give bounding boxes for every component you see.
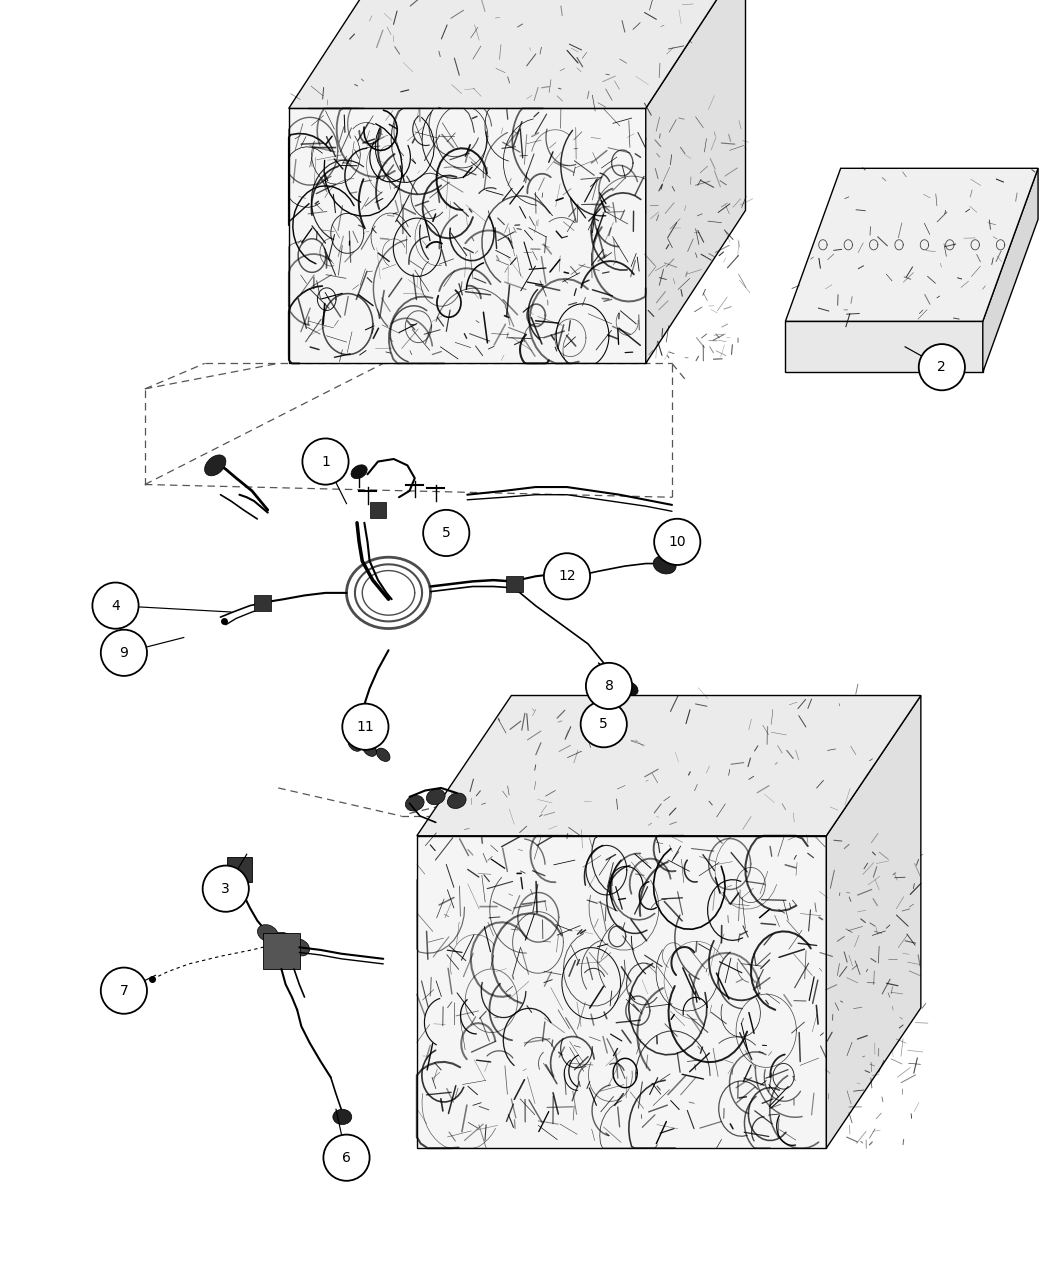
Polygon shape (417, 696, 921, 836)
Ellipse shape (101, 630, 147, 676)
Text: 11: 11 (357, 720, 374, 733)
Ellipse shape (257, 924, 278, 942)
Text: 1: 1 (321, 455, 330, 468)
Bar (227, 857, 252, 882)
Text: 5: 5 (442, 527, 450, 539)
Text: 9: 9 (120, 646, 128, 659)
Ellipse shape (423, 510, 469, 556)
Text: 4: 4 (111, 599, 120, 612)
Ellipse shape (273, 932, 294, 950)
Ellipse shape (323, 1135, 370, 1181)
Ellipse shape (351, 465, 368, 478)
Text: 6: 6 (342, 1151, 351, 1164)
Ellipse shape (426, 789, 445, 805)
Ellipse shape (289, 938, 310, 956)
Text: 8: 8 (605, 680, 613, 692)
Text: 12: 12 (559, 570, 575, 583)
Ellipse shape (333, 1109, 352, 1125)
Text: 2: 2 (938, 361, 946, 374)
Polygon shape (983, 168, 1038, 372)
Polygon shape (417, 836, 826, 1148)
Ellipse shape (447, 793, 466, 808)
Ellipse shape (919, 344, 965, 390)
Ellipse shape (622, 682, 638, 695)
Polygon shape (785, 321, 983, 372)
Ellipse shape (653, 556, 676, 574)
Ellipse shape (654, 519, 700, 565)
Bar (569, 569, 586, 584)
Text: 7: 7 (120, 984, 128, 997)
Polygon shape (289, 0, 746, 108)
Text: 3: 3 (222, 882, 230, 895)
Bar (370, 502, 386, 518)
Ellipse shape (405, 796, 424, 811)
Ellipse shape (203, 866, 249, 912)
Ellipse shape (581, 701, 627, 747)
Ellipse shape (101, 968, 147, 1014)
Ellipse shape (342, 704, 388, 750)
Polygon shape (646, 0, 746, 363)
Ellipse shape (302, 439, 349, 484)
Polygon shape (289, 108, 646, 363)
Ellipse shape (92, 583, 139, 629)
Bar (254, 595, 271, 611)
Bar (506, 576, 523, 592)
Ellipse shape (544, 553, 590, 599)
Text: 10: 10 (669, 536, 686, 548)
Ellipse shape (377, 748, 390, 761)
Polygon shape (785, 168, 1038, 321)
Ellipse shape (349, 738, 361, 751)
Polygon shape (826, 696, 921, 1148)
Ellipse shape (205, 455, 226, 476)
Ellipse shape (363, 743, 376, 756)
Ellipse shape (586, 663, 632, 709)
Text: 5: 5 (600, 718, 608, 731)
Bar (262, 933, 300, 969)
